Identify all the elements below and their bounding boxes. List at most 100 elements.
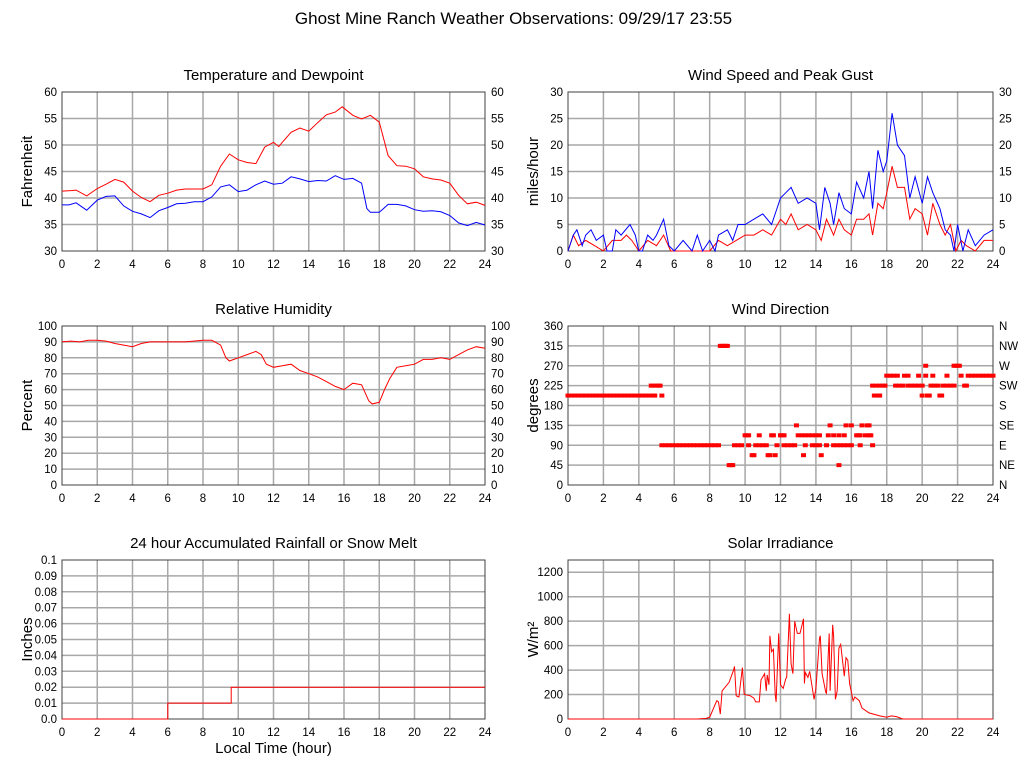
x-tick-label: 12 xyxy=(267,493,280,505)
y-tick-label-right: 35 xyxy=(491,220,504,232)
data-point xyxy=(859,423,865,428)
plot-frame xyxy=(567,559,994,720)
x-tick-label: 24 xyxy=(479,259,492,271)
x-tick-label: 4 xyxy=(129,727,136,739)
data-point xyxy=(836,463,842,468)
y-tick-label-right: N xyxy=(999,480,1007,492)
data-point xyxy=(951,383,957,388)
y-tick-label-right: 10 xyxy=(999,193,1012,205)
data-point xyxy=(806,433,812,438)
data-point xyxy=(785,443,791,448)
data-point xyxy=(983,373,989,378)
data-point xyxy=(827,423,833,428)
y-tick-label: 15 xyxy=(550,167,563,179)
x-tick-label: 18 xyxy=(880,727,893,739)
data-point xyxy=(909,383,915,388)
x-tick-label: 14 xyxy=(810,259,823,271)
data-point xyxy=(986,373,992,378)
data-point xyxy=(809,443,815,448)
data-point xyxy=(625,393,631,398)
x-tick-label: 24 xyxy=(987,727,1000,739)
y-tick-label: 45 xyxy=(550,460,563,472)
data-point xyxy=(600,393,606,398)
x-tick-label: 4 xyxy=(636,259,643,271)
y-axis-label: miles/hour xyxy=(525,137,542,206)
y-tick-label: 0.03 xyxy=(35,666,57,678)
plot-frame xyxy=(61,91,486,252)
y-tick-label-right: 55 xyxy=(491,114,504,126)
data-point xyxy=(958,373,964,378)
data-point xyxy=(894,373,900,378)
x-tick-label: 8 xyxy=(200,259,206,271)
x-tick-label: 18 xyxy=(373,259,386,271)
data-point xyxy=(990,373,996,378)
data-point xyxy=(643,393,649,398)
x-tick-label: 10 xyxy=(232,727,245,739)
x-tick-label: 0 xyxy=(565,493,571,505)
data-point xyxy=(712,443,718,448)
data-point xyxy=(724,343,730,348)
x-tick-label: 20 xyxy=(916,259,929,271)
x-tick-label: 2 xyxy=(94,259,100,271)
x-tick-label: 16 xyxy=(338,727,351,739)
data-point xyxy=(802,443,808,448)
data-point xyxy=(834,443,840,448)
y-tick-label: 0.05 xyxy=(35,635,57,647)
data-point xyxy=(873,383,879,388)
x-tick-label: 2 xyxy=(94,727,100,739)
data-point xyxy=(916,383,922,388)
data-point xyxy=(870,383,876,388)
y-tick-label-right: 30 xyxy=(999,87,1012,99)
data-point xyxy=(735,443,741,448)
y-tick-label-right: 50 xyxy=(491,140,504,152)
x-tick-label: 2 xyxy=(600,259,606,271)
data-point xyxy=(753,443,759,448)
y-tick-label-right: 90 xyxy=(491,337,504,349)
series-line-0 xyxy=(61,106,486,206)
x-tick-label: 0 xyxy=(565,259,571,271)
y-tick-label: 25 xyxy=(550,114,563,126)
y-tick-label: 0.06 xyxy=(35,619,57,631)
y-tick-label-right: SE xyxy=(999,420,1015,432)
y-tick-label: 0.09 xyxy=(35,571,57,583)
series-line-0 xyxy=(61,339,486,405)
x-tick-label: 6 xyxy=(671,259,677,271)
data-point xyxy=(684,443,690,448)
x-tick-label: 6 xyxy=(165,259,171,271)
x-tick-label: 20 xyxy=(408,727,421,739)
data-point xyxy=(781,433,787,438)
data-point xyxy=(746,433,752,438)
y-tick-label-right: N xyxy=(999,321,1007,333)
data-point xyxy=(799,433,805,438)
x-tick-label: 22 xyxy=(443,727,456,739)
data-point xyxy=(659,443,665,448)
data-point xyxy=(608,393,613,398)
x-tick-label: 8 xyxy=(706,493,712,505)
data-point xyxy=(639,393,645,398)
plot-frame xyxy=(567,91,994,252)
data-point xyxy=(809,433,815,438)
x-tick-label: 22 xyxy=(951,259,964,271)
data-point xyxy=(565,393,571,398)
data-point xyxy=(576,393,582,398)
x-tick-label: 20 xyxy=(916,727,929,739)
data-point xyxy=(877,383,883,388)
plot-frame xyxy=(61,325,486,486)
x-tick-label: 4 xyxy=(129,493,136,505)
data-point xyxy=(662,443,668,448)
data-point xyxy=(586,393,592,398)
x-tick-label: 4 xyxy=(636,493,643,505)
y-tick-label-right: 70 xyxy=(491,369,504,381)
data-point xyxy=(905,383,911,388)
data-point xyxy=(923,373,929,378)
y-tick-label: 0.04 xyxy=(35,650,58,662)
x-tick-label: 10 xyxy=(739,259,752,271)
data-point xyxy=(813,443,819,448)
data-point xyxy=(923,363,929,368)
data-point xyxy=(831,443,837,448)
data-point xyxy=(916,373,922,378)
data-point xyxy=(893,383,899,388)
x-tick-label: 4 xyxy=(636,727,643,739)
data-point xyxy=(618,393,624,398)
chart-title: Temperature and Dewpoint xyxy=(183,67,364,84)
